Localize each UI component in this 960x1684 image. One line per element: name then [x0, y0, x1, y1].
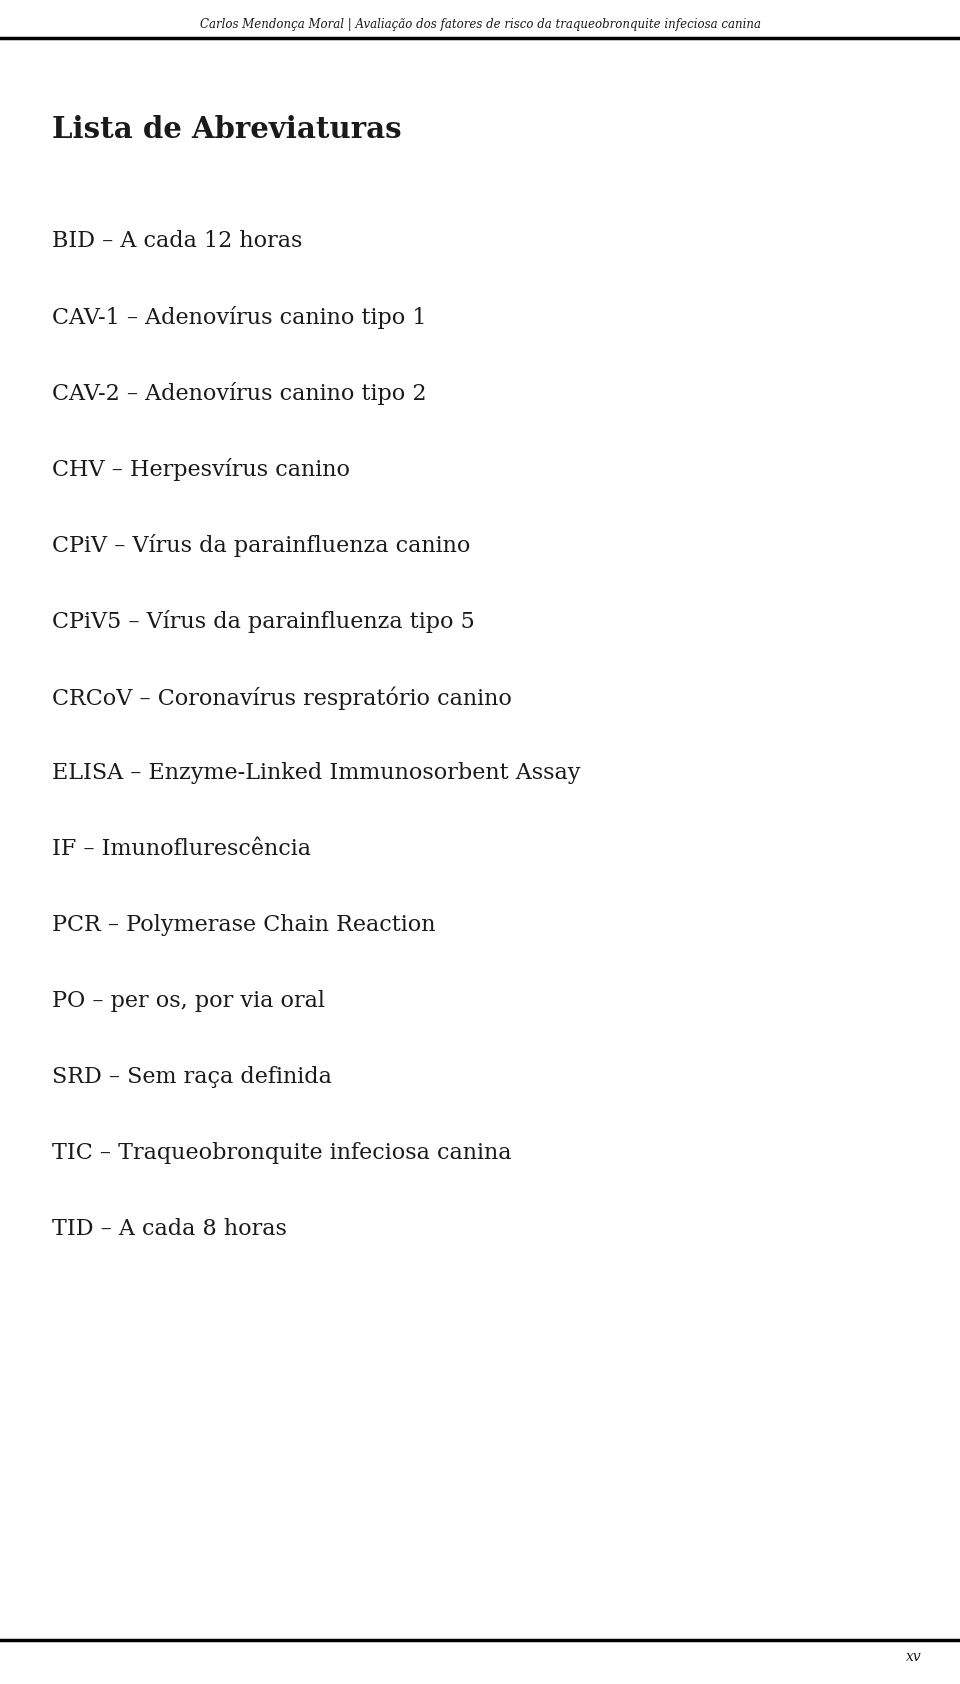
Text: Carlos Mendonça Moral | Avaliação dos fatores de risco da traqueobronquite infec: Carlos Mendonça Moral | Avaliação dos fa… [200, 19, 760, 30]
Text: SRD – Sem raça definida: SRD – Sem raça definida [52, 1066, 332, 1088]
Text: ELISA – Enzyme-Linked Immunosorbent Assay: ELISA – Enzyme-Linked Immunosorbent Assa… [52, 761, 581, 785]
Text: TID – A cada 8 horas: TID – A cada 8 horas [52, 1218, 287, 1239]
Text: Lista de Abreviaturas: Lista de Abreviaturas [52, 115, 401, 145]
Text: TIC – Traqueobronquite infeciosa canina: TIC – Traqueobronquite infeciosa canina [52, 1142, 512, 1164]
Text: CAV-2 – Adenovírus canino tipo 2: CAV-2 – Adenovírus canino tipo 2 [52, 382, 426, 404]
Text: BID – A cada 12 horas: BID – A cada 12 horas [52, 231, 302, 253]
Text: IF – Imunoflurescência: IF – Imunoflurescência [52, 839, 311, 861]
Text: CPiV5 – Vírus da parainfluenza tipo 5: CPiV5 – Vírus da parainfluenza tipo 5 [52, 610, 475, 633]
Text: CPiV – Vírus da parainfluenza canino: CPiV – Vírus da parainfluenza canino [52, 534, 470, 557]
Text: PCR – Polymerase Chain Reaction: PCR – Polymerase Chain Reaction [52, 914, 436, 936]
Text: CAV-1 – Adenovírus canino tipo 1: CAV-1 – Adenovírus canino tipo 1 [52, 306, 426, 328]
Text: xv: xv [906, 1650, 922, 1664]
Text: CRCoV – Coronavírus respratório canino: CRCoV – Coronavírus respratório canino [52, 685, 512, 709]
Text: PO – per os, por via oral: PO – per os, por via oral [52, 990, 325, 1012]
Text: CHV – Herpesvírus canino: CHV – Herpesvírus canino [52, 458, 350, 482]
